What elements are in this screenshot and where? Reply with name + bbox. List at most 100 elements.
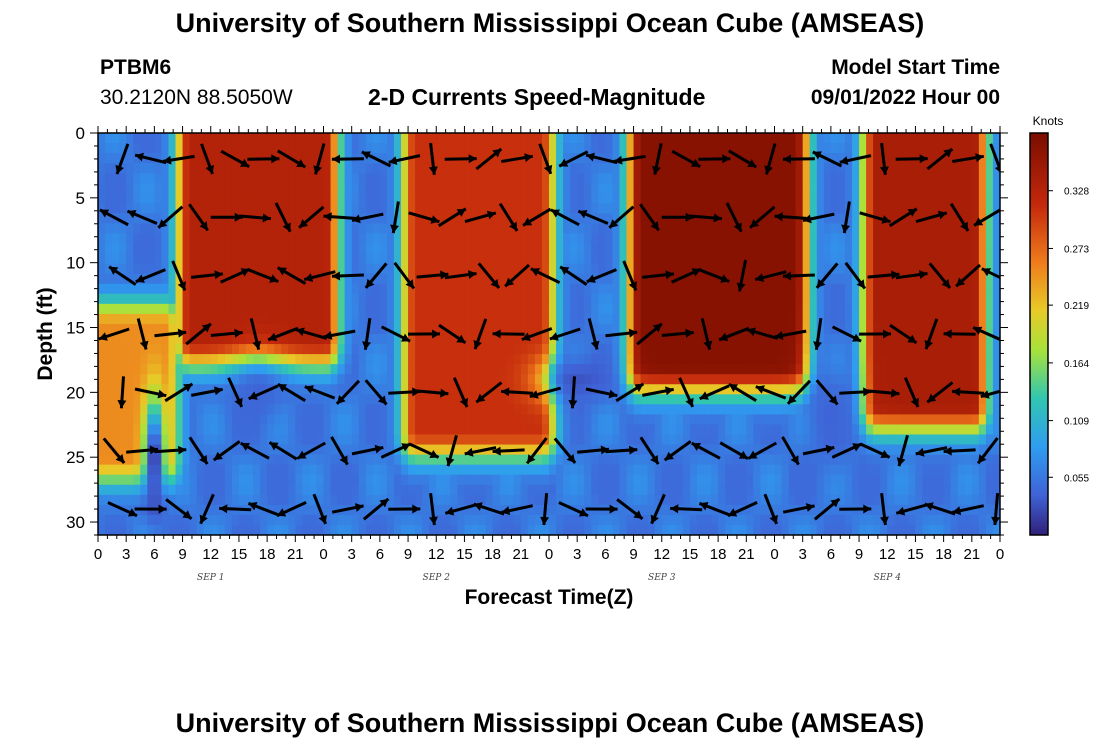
heat-cell [718, 183, 726, 194]
heat-cell [238, 133, 247, 144]
heat-cell [668, 364, 677, 375]
heat-cell [887, 394, 895, 405]
heat-cell [767, 213, 776, 225]
heat-cell [323, 283, 332, 295]
heat-cell [661, 253, 670, 265]
heat-cell [154, 434, 163, 446]
heat-cell [443, 464, 451, 476]
heat-cell [704, 183, 712, 194]
heat-cell [175, 183, 184, 194]
heat-cell [520, 253, 529, 265]
heat-cell [210, 464, 219, 476]
heat-cell [654, 444, 663, 456]
heat-cell [788, 283, 797, 295]
heat-cell [760, 153, 769, 164]
heat-cell [640, 474, 649, 486]
heat-cell [182, 213, 191, 225]
heat-cell [147, 394, 155, 405]
heat-cell [915, 424, 924, 436]
heat-cell [231, 223, 240, 235]
heat-cell [739, 203, 747, 214]
heat-cell [781, 384, 790, 395]
heat-cell [154, 213, 163, 225]
heat-cell [746, 283, 754, 295]
heat-cell [302, 404, 311, 415]
heat-cell [182, 404, 191, 415]
heat-cell [929, 273, 938, 285]
heat-cell [577, 444, 585, 456]
heat-cell [415, 334, 423, 345]
heat-cell [640, 524, 649, 535]
heat-cell [203, 494, 212, 506]
heat-cell [393, 524, 402, 535]
heat-cell [520, 233, 529, 245]
heat-cell [499, 213, 508, 225]
heat-cell [541, 524, 550, 535]
heat-cell [231, 143, 240, 154]
heat-cell [816, 384, 825, 395]
heat-cell [732, 223, 740, 235]
heat-cell [922, 143, 931, 154]
heat-cell [478, 374, 487, 385]
heat-cell [732, 444, 740, 456]
heat-cell [464, 173, 473, 184]
heat-cell [570, 283, 578, 295]
heat-cell [365, 133, 374, 144]
heat-cell [415, 143, 423, 154]
heat-cell [393, 514, 402, 526]
heat-cell [147, 303, 155, 315]
heat-cell [661, 153, 670, 164]
heat-cell [605, 273, 614, 285]
heat-cell [704, 414, 712, 426]
heat-cell [372, 173, 381, 184]
heat-cell [922, 535, 930, 546]
heat-cell [196, 464, 205, 476]
heat-cell [415, 394, 423, 405]
heat-cell [365, 213, 374, 225]
heat-cell [238, 444, 247, 456]
heat-cell [323, 143, 332, 154]
heat-cell [365, 344, 374, 355]
heat-cell [591, 303, 599, 315]
heat-cell [556, 273, 564, 285]
heat-cell [718, 524, 726, 535]
heat-cell [591, 404, 599, 415]
heat-cell [788, 323, 797, 335]
heat-cell [584, 323, 592, 335]
heat-cell [105, 303, 113, 315]
heat-cell [309, 424, 318, 436]
heat-cell [753, 293, 762, 305]
heat-cell [323, 404, 332, 415]
heat-cell [457, 143, 466, 154]
heat-cell [471, 504, 480, 516]
heat-cell [260, 193, 268, 204]
heat-cell [802, 313, 811, 325]
heat-cell [682, 524, 691, 535]
heat-cell [506, 454, 515, 466]
heat-cell [534, 494, 543, 506]
heat-cell [238, 334, 247, 345]
heat-cell [950, 173, 959, 184]
heat-cell [401, 424, 409, 436]
heat-cell [323, 243, 332, 255]
heat-cell [288, 364, 296, 375]
heat-cell [809, 233, 818, 245]
heat-cell [682, 313, 691, 325]
heat-cell [640, 514, 649, 526]
heat-cell [880, 354, 888, 365]
heat-cell [802, 253, 811, 265]
heat-cell [478, 484, 487, 496]
heat-cell [696, 193, 705, 204]
heat-cell [98, 344, 106, 355]
heat-cell [781, 484, 790, 496]
heat-cell [443, 504, 451, 516]
heat-cell [654, 454, 663, 466]
heat-cell [781, 243, 790, 255]
heat-cell [344, 143, 353, 154]
heat-cell [612, 464, 621, 476]
heat-cell [288, 535, 296, 546]
heat-cell [563, 323, 571, 335]
heat-cell [739, 283, 747, 295]
heat-cell [654, 414, 663, 426]
heat-cell [527, 173, 536, 184]
